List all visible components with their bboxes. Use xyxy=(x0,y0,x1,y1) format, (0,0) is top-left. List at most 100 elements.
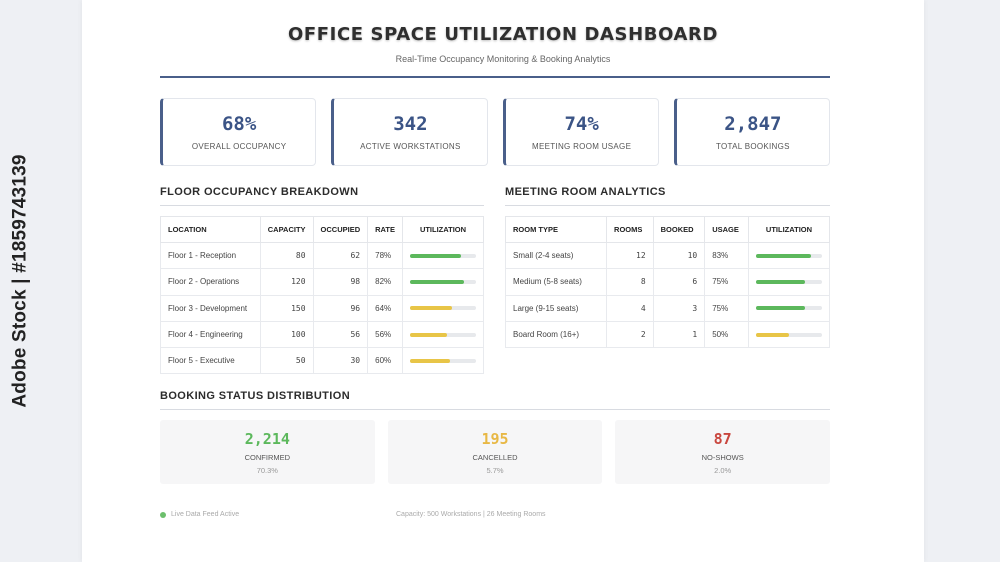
utilization-bar-fill xyxy=(755,279,806,284)
capacity-cell: 150 xyxy=(259,294,314,322)
col-room-type: ROOM TYPE xyxy=(504,216,608,243)
kpi-card-workstations: 342 ACTIVE WORKSTATIONS xyxy=(331,98,488,166)
table-row: Floor 1 - Reception 80 62 78% xyxy=(160,241,484,270)
live-feed-indicator: Live Data Feed Active xyxy=(160,511,239,518)
utilization-bar-fill xyxy=(410,253,462,258)
rate-cell: 56% xyxy=(367,320,403,349)
rooms-cell: 2 xyxy=(606,320,654,349)
status-label: CANCELLED xyxy=(472,453,518,462)
rooms-cell: 4 xyxy=(606,294,654,322)
location-cell: Floor 4 - Engineering xyxy=(160,320,261,349)
utilization-cell xyxy=(402,294,484,322)
usage-cell: 50% xyxy=(704,320,749,349)
utilization-bar-track xyxy=(755,279,822,284)
utilization-bar-track xyxy=(755,253,822,258)
meeting-table: ROOM TYPE ROOMS BOOKED USAGE UTILIZATION… xyxy=(504,216,831,349)
page-subtitle: Real-Time Occupancy Monitoring & Booking… xyxy=(395,54,611,64)
room-type-cell: Board Room (16+) xyxy=(504,320,608,349)
meeting-section-title: MEETING ROOM ANALYTICS xyxy=(505,186,666,198)
occupied-cell: 96 xyxy=(312,294,369,322)
rate-cell: 82% xyxy=(367,268,403,296)
col-utilization: UTILIZATION xyxy=(747,216,831,243)
col-utilization: UTILIZATION xyxy=(402,216,484,243)
table-row: Medium (5-8 seats) 8 6 75% xyxy=(504,268,831,296)
usage-cell: 75% xyxy=(704,294,749,322)
booking-section-divider xyxy=(160,409,830,410)
location-cell: Floor 3 - Development xyxy=(160,294,261,322)
location-cell: Floor 2 - Operations xyxy=(160,268,261,296)
utilization-bar-track xyxy=(410,332,476,337)
occupied-cell: 56 xyxy=(312,320,369,349)
utilization-bar-track xyxy=(410,279,476,284)
utilization-cell xyxy=(747,268,831,296)
table-row: Floor 2 - Operations 120 98 82% xyxy=(160,268,484,296)
table-row: Large (9-15 seats) 4 3 75% xyxy=(504,294,831,322)
kpi-label: TOTAL BOOKINGS xyxy=(715,142,790,151)
status-percent: 2.0% xyxy=(714,466,732,475)
kpi-label: MEETING ROOM USAGE xyxy=(532,142,632,151)
floor-table: LOCATION CAPACITY OCCUPIED RATE UTILIZAT… xyxy=(160,216,484,375)
rooms-cell: 12 xyxy=(606,241,654,270)
status-card-no-shows: 87 NO-SHOWS 2.0% xyxy=(615,420,831,484)
capacity-cell: 100 xyxy=(259,320,314,349)
utilization-cell xyxy=(747,241,831,270)
location-cell: Floor 1 - Reception xyxy=(160,241,261,270)
page-title: OFFICE SPACE UTILIZATION DASHBOARD xyxy=(287,24,719,45)
status-label: CONFIRMED xyxy=(244,453,291,462)
dashboard-footer: Live Data Feed Active Capacity: 500 Work… xyxy=(160,511,830,523)
utilization-cell xyxy=(747,294,831,322)
room-type-cell: Small (2-4 seats) xyxy=(504,241,608,270)
rooms-cell: 8 xyxy=(606,268,654,296)
utilization-bar-fill xyxy=(755,306,806,311)
dashboard-header: OFFICE SPACE UTILIZATION DASHBOARD Real-… xyxy=(82,0,924,78)
table-row: Floor 3 - Development 150 96 64% xyxy=(160,294,484,322)
col-location: LOCATION xyxy=(160,216,261,243)
status-label: NO-SHOWS xyxy=(701,453,744,462)
booking-section-title: BOOKING STATUS DISTRIBUTION xyxy=(160,390,351,402)
capacity-cell: 50 xyxy=(259,347,314,375)
occupied-cell: 62 xyxy=(312,241,369,270)
rate-cell: 64% xyxy=(367,294,403,322)
utilization-bar-track xyxy=(755,332,822,337)
booked-cell: 1 xyxy=(652,320,706,349)
dashboard-page: OFFICE SPACE UTILIZATION DASHBOARD Real-… xyxy=(82,0,924,562)
table-row: Small (2-4 seats) 12 10 83% xyxy=(504,241,831,270)
table-row: Board Room (16+) 2 1 50% xyxy=(504,320,831,349)
booking-status-row: 2,214 CONFIRMED 70.3% 195 CANCELLED 5.7%… xyxy=(160,420,831,484)
kpi-label: OVERALL OCCUPANCY xyxy=(191,142,287,151)
status-value: 2,214 xyxy=(244,430,290,448)
col-occupied: OCCUPIED xyxy=(312,216,369,243)
rate-cell: 60% xyxy=(367,347,403,375)
col-rate: RATE xyxy=(367,216,403,243)
utilization-bar-track xyxy=(410,253,476,258)
utilization-bar-fill xyxy=(410,358,450,363)
floor-section-title: FLOOR OCCUPANCY BREAKDOWN xyxy=(160,186,359,198)
stock-watermark-strip: Adobe Stock | #1859743139 xyxy=(0,0,42,562)
occupied-cell: 98 xyxy=(312,268,369,296)
kpi-value: 342 xyxy=(393,113,428,135)
usage-cell: 75% xyxy=(704,268,749,296)
kpi-value: 68% xyxy=(221,113,257,135)
kpi-label: ACTIVE WORKSTATIONS xyxy=(360,142,461,151)
utilization-bar-fill xyxy=(755,332,789,337)
utilization-bar-fill xyxy=(410,279,465,284)
utilization-bar-fill xyxy=(410,332,447,337)
col-capacity: CAPACITY xyxy=(259,216,314,243)
rate-cell: 78% xyxy=(367,241,403,270)
kpi-row: 68% OVERALL OCCUPANCY 342 ACTIVE WORKSTA… xyxy=(160,98,830,166)
utilization-bar-track xyxy=(410,358,476,363)
table-row: Floor 4 - Engineering 100 56 56% xyxy=(160,320,484,349)
booked-cell: 3 xyxy=(652,294,706,322)
utilization-cell xyxy=(402,320,484,349)
occupied-cell: 30 xyxy=(312,347,369,375)
capacity-cell: 120 xyxy=(259,268,314,296)
booked-cell: 10 xyxy=(652,241,706,270)
kpi-value: 2,847 xyxy=(724,113,782,135)
booked-cell: 6 xyxy=(652,268,706,296)
kpi-value: 74% xyxy=(564,113,599,135)
status-card-confirmed: 2,214 CONFIRMED 70.3% xyxy=(160,420,375,484)
live-status-dot-icon xyxy=(160,511,166,518)
table-header-row: LOCATION CAPACITY OCCUPIED RATE UTILIZAT… xyxy=(160,216,484,243)
utilization-bar-fill xyxy=(755,253,811,258)
stock-watermark-text: Adobe Stock | #1859743139 xyxy=(10,154,32,408)
